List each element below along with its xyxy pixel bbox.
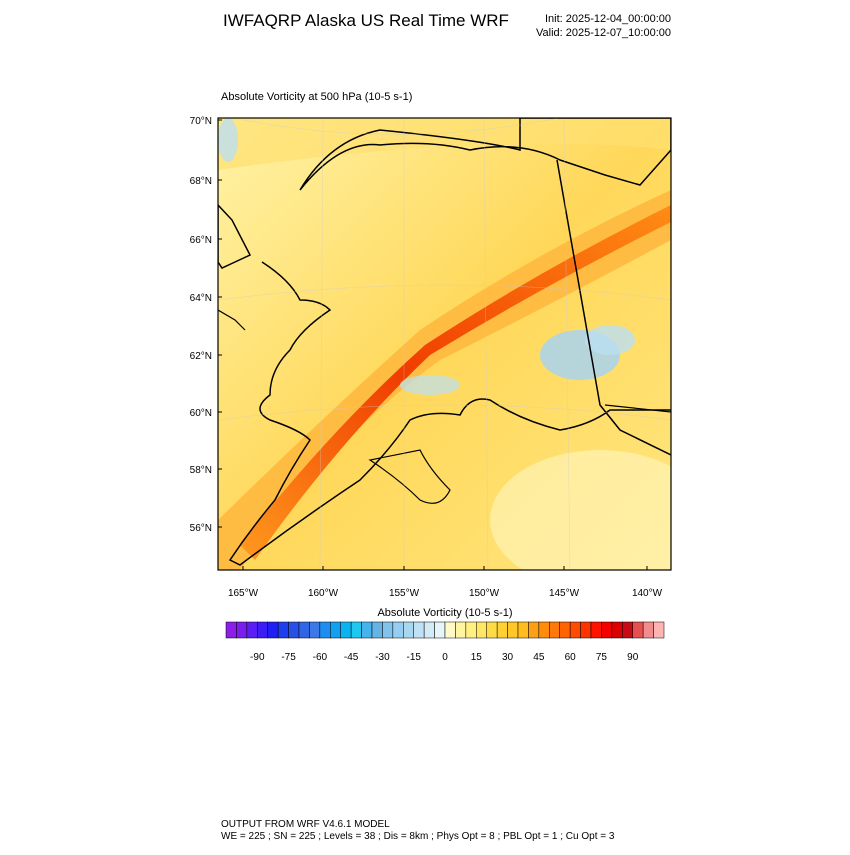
colorbar-label: 15 <box>471 652 483 663</box>
colorbar-swatch <box>371 621 383 639</box>
colorbar-swatch <box>622 621 633 639</box>
colorbar-label: 90 <box>627 652 639 663</box>
colorbar-swatch <box>601 621 613 639</box>
colorbar-swatch <box>528 621 540 639</box>
colorbar-swatch <box>361 621 373 639</box>
colorbar-swatch <box>298 621 310 639</box>
lat-label: 62°N <box>190 351 212 362</box>
colorbar-label: -75 <box>281 652 296 663</box>
lat-label: 66°N <box>190 235 212 246</box>
colorbar-swatch <box>392 621 404 639</box>
colorbar-swatch <box>277 621 289 639</box>
colorbar-swatch <box>434 621 446 639</box>
lon-label: 145°W <box>549 588 580 599</box>
colorbar-swatch <box>465 621 477 639</box>
colorbar-label: 0 <box>442 652 448 663</box>
colorbar-swatch <box>309 621 321 639</box>
main-title: IWFAQRP Alaska US Real Time WRF <box>223 11 509 30</box>
colorbar-swatch <box>225 621 237 639</box>
colorbar-swatch <box>413 621 425 639</box>
lon-label: 160°W <box>308 588 339 599</box>
colorbar-label: 45 <box>533 652 545 663</box>
lat-label: 56°N <box>190 523 212 534</box>
colorbar-swatch <box>246 621 258 639</box>
colorbar-swatch <box>444 621 456 639</box>
colorbar-swatch <box>611 621 623 639</box>
map-field <box>218 118 671 570</box>
map-labels: 70°N 68°N 66°N 64°N 62°N 60°N 58°N 56°N 165°W 160… <box>190 116 663 599</box>
lon-label: 140°W <box>632 588 663 599</box>
lon-label: 155°W <box>389 588 420 599</box>
map-frame <box>217 117 672 571</box>
lat-label: 58°N <box>190 465 212 476</box>
colorbar-swatch <box>632 621 644 639</box>
lat-label: 64°N <box>190 293 212 304</box>
colorbar-label: 75 <box>596 652 608 663</box>
colorbar-swatch <box>330 621 341 639</box>
colorbar-label: -45 <box>344 652 359 663</box>
colorbar-swatch <box>267 621 279 639</box>
colorbar-swatch <box>403 621 414 639</box>
colorbar-swatch <box>257 621 268 639</box>
lat-label: 70°N <box>190 116 212 127</box>
lon-label: 165°W <box>228 588 259 599</box>
colorbar-swatch <box>486 621 498 639</box>
colorbar-swatch <box>423 621 435 639</box>
init-time: Init: 2025-12-04_00:00:00 <box>545 13 671 25</box>
colorbar-swatch <box>642 621 654 639</box>
colorbar-swatch <box>496 621 508 639</box>
colorbar-label: -90 <box>250 652 265 663</box>
colorbar-title: Absolute Vorticity (10-5 s-1) <box>377 607 512 619</box>
colorbar-swatch <box>507 621 519 639</box>
colorbar: -90 -75 -60 -45 -30 -15 0 15 30 45 60 75 90 <box>225 621 665 663</box>
colorbar-swatch <box>350 621 362 639</box>
map-title: Absolute Vorticity at 500 hPa (10-5 s-1) <box>221 91 412 103</box>
valid-time: Valid: 2025-12-07_10:00:00 <box>536 27 671 39</box>
colorbar-label: -60 <box>313 652 328 663</box>
colorbar-swatch <box>382 621 394 639</box>
colorbar-swatch <box>559 621 571 639</box>
colorbar-swatch <box>590 621 602 639</box>
colorbar-label: 60 <box>565 652 577 663</box>
colorbar-swatch <box>236 621 248 639</box>
colorbar-swatch <box>580 621 592 639</box>
footer-line: OUTPUT FROM WRF V4.6.1 MODEL <box>221 819 390 830</box>
colorbar-swatch <box>517 621 529 639</box>
colorbar-swatch <box>340 621 352 639</box>
colorbar-swatch <box>538 621 550 639</box>
colorbar-swatch <box>653 621 665 639</box>
lat-label: 68°N <box>190 176 212 187</box>
lat-label: 60°N <box>190 408 212 419</box>
colorbar-swatch <box>476 621 487 639</box>
colorbar-swatch <box>549 621 560 639</box>
colorbar-swatch <box>319 621 331 639</box>
colorbar-swatch <box>569 621 581 639</box>
colorbar-label: -30 <box>375 652 390 663</box>
colorbar-swatch <box>288 621 300 639</box>
colorbar-swatch <box>455 621 467 639</box>
footer-line: WE = 225 ; SN = 225 ; Levels = 38 ; Dis … <box>221 831 615 842</box>
colorbar-label: 30 <box>502 652 514 663</box>
lon-label: 150°W <box>469 588 500 599</box>
colorbar-label: -15 <box>406 652 421 663</box>
